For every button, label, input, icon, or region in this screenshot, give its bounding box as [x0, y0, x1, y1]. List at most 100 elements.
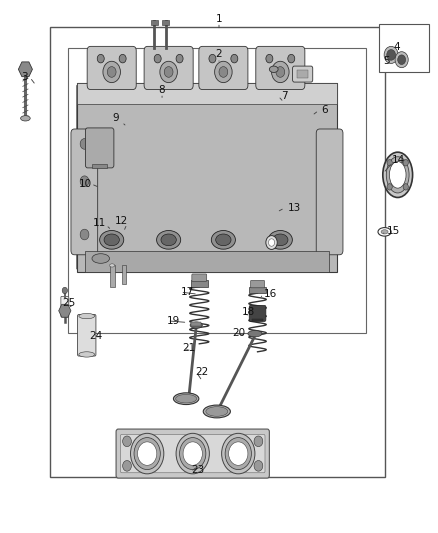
Text: 11: 11 — [93, 218, 106, 228]
Ellipse shape — [110, 264, 115, 267]
Ellipse shape — [79, 313, 95, 319]
Bar — [191, 280, 208, 287]
Text: 4: 4 — [393, 42, 400, 52]
Circle shape — [222, 433, 255, 474]
Circle shape — [138, 442, 157, 465]
Bar — [122, 265, 126, 284]
Circle shape — [276, 67, 285, 77]
Circle shape — [231, 54, 238, 63]
Circle shape — [80, 229, 89, 240]
FancyBboxPatch shape — [316, 129, 343, 255]
Bar — [249, 287, 266, 293]
Circle shape — [225, 438, 251, 470]
Ellipse shape — [92, 254, 110, 263]
Ellipse shape — [269, 66, 278, 72]
Circle shape — [266, 54, 273, 63]
Text: 6: 6 — [321, 106, 328, 115]
Circle shape — [97, 54, 104, 63]
Text: 21: 21 — [183, 343, 196, 352]
Text: 15: 15 — [387, 226, 400, 236]
Text: 1: 1 — [215, 14, 223, 23]
Circle shape — [266, 236, 277, 249]
Circle shape — [395, 52, 408, 68]
FancyBboxPatch shape — [85, 128, 114, 168]
Text: 23: 23 — [191, 465, 205, 475]
Ellipse shape — [21, 116, 30, 121]
Ellipse shape — [206, 407, 228, 416]
Circle shape — [131, 433, 164, 474]
FancyBboxPatch shape — [61, 296, 69, 317]
FancyBboxPatch shape — [192, 274, 207, 281]
FancyBboxPatch shape — [293, 66, 313, 82]
Circle shape — [107, 67, 116, 77]
Circle shape — [387, 184, 392, 190]
Ellipse shape — [176, 394, 197, 403]
Text: 7: 7 — [281, 91, 288, 101]
Bar — [162, 20, 169, 25]
Text: 22: 22 — [196, 367, 209, 377]
FancyBboxPatch shape — [77, 83, 337, 272]
Text: 24: 24 — [90, 331, 103, 341]
Bar — [252, 319, 263, 321]
Circle shape — [268, 239, 275, 246]
Text: 19: 19 — [166, 316, 180, 326]
Bar — [85, 251, 328, 272]
Circle shape — [176, 54, 183, 63]
Bar — [77, 83, 337, 104]
Circle shape — [176, 433, 209, 474]
Ellipse shape — [79, 352, 95, 357]
Circle shape — [254, 436, 263, 447]
Circle shape — [387, 159, 392, 166]
Circle shape — [103, 61, 120, 83]
Text: 10: 10 — [79, 179, 92, 189]
Ellipse shape — [381, 230, 388, 234]
Ellipse shape — [215, 234, 231, 246]
Circle shape — [160, 61, 177, 83]
Circle shape — [80, 139, 89, 149]
Bar — [50, 27, 385, 477]
Ellipse shape — [383, 152, 413, 197]
FancyBboxPatch shape — [87, 46, 136, 90]
FancyBboxPatch shape — [256, 46, 305, 90]
FancyBboxPatch shape — [71, 129, 98, 255]
Circle shape — [403, 184, 408, 190]
Ellipse shape — [173, 393, 199, 405]
Circle shape — [134, 438, 160, 470]
Ellipse shape — [386, 157, 409, 193]
Circle shape — [183, 442, 202, 465]
Circle shape — [215, 61, 232, 83]
Text: 16: 16 — [264, 289, 277, 299]
Circle shape — [398, 55, 406, 64]
Circle shape — [403, 159, 408, 166]
Circle shape — [164, 67, 173, 77]
Ellipse shape — [211, 230, 236, 249]
Bar — [191, 322, 201, 326]
Ellipse shape — [190, 322, 202, 328]
Circle shape — [219, 67, 228, 77]
Circle shape — [272, 61, 289, 83]
Ellipse shape — [99, 230, 124, 249]
Circle shape — [387, 50, 396, 60]
Ellipse shape — [203, 405, 230, 418]
Text: 2: 2 — [215, 50, 223, 59]
Ellipse shape — [272, 234, 288, 246]
Bar — [68, 48, 366, 333]
FancyBboxPatch shape — [249, 305, 266, 321]
Text: 5: 5 — [383, 56, 390, 66]
FancyBboxPatch shape — [199, 46, 248, 90]
Ellipse shape — [161, 234, 176, 246]
Circle shape — [384, 46, 398, 63]
Circle shape — [254, 461, 263, 471]
Circle shape — [62, 287, 67, 294]
Bar — [110, 265, 115, 287]
Circle shape — [180, 438, 206, 470]
Circle shape — [123, 436, 131, 447]
Ellipse shape — [248, 330, 262, 337]
Text: 17: 17 — [181, 287, 194, 297]
Text: 14: 14 — [392, 155, 405, 165]
Circle shape — [288, 54, 295, 63]
Ellipse shape — [104, 234, 119, 246]
Text: 18: 18 — [242, 307, 255, 317]
Ellipse shape — [378, 228, 391, 236]
FancyBboxPatch shape — [144, 46, 193, 90]
